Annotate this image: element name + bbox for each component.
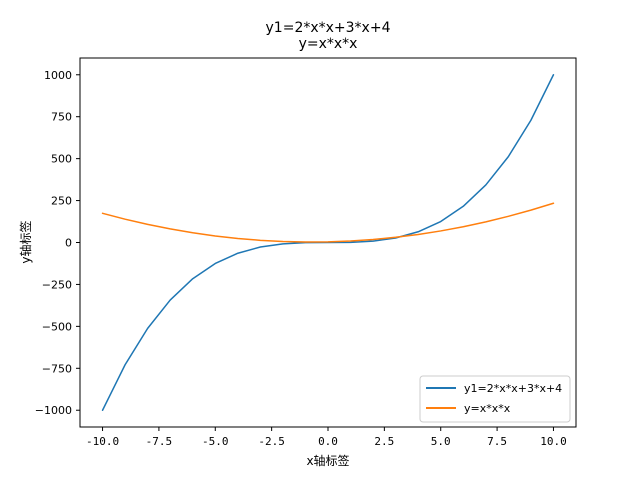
y-tick-label: −1000 (35, 404, 72, 417)
chart-title-line2: y=x*x*x (299, 36, 358, 52)
x-tick-label: 5.0 (431, 435, 451, 448)
chart-title-line1: y1=2*x*x+3*x+4 (266, 20, 391, 36)
y-axis-ticks: −1000 −750 −500 −250 0 250 500 750 1000 (35, 69, 80, 417)
y-tick-label: 750 (51, 111, 72, 124)
y-tick-label: −750 (42, 362, 72, 375)
y-tick-label: −250 (42, 278, 72, 291)
x-axis-label: x轴标签 (306, 453, 349, 468)
x-tick-label: 0.0 (318, 435, 338, 448)
y-tick-label: 1000 (44, 69, 72, 82)
x-axis-ticks: -10.0 -7.5 -5.0 -2.5 0.0 2.5 5.0 7.5 10.0 (86, 427, 567, 448)
x-tick-label: 2.5 (374, 435, 394, 448)
x-tick-label: -2.5 (258, 435, 285, 448)
y-tick-label: −500 (42, 320, 72, 333)
plot-frame (79, 57, 577, 428)
legend-label-series-2: y=x*x*x (464, 402, 511, 415)
x-tick-label: -5.0 (202, 435, 229, 448)
x-tick-label: 7.5 (487, 435, 507, 448)
y-axis-label: y轴标签 (18, 220, 33, 263)
plot-lines (101, 74, 555, 411)
legend-label-series-1: y1=2*x*x+3*x+4 (464, 382, 562, 395)
x-tick-label: -10.0 (86, 435, 119, 448)
y-tick-label: 0 (65, 237, 72, 250)
legend: y1=2*x*x+3*x+4 y=x*x*x (419, 375, 571, 423)
x-tick-label: 10.0 (540, 435, 567, 448)
y-tick-label: 500 (51, 153, 72, 166)
legend-box (419, 375, 571, 423)
y-tick-label: 250 (51, 195, 72, 208)
x-tick-label: -7.5 (146, 435, 173, 448)
series-line-2 (101, 202, 555, 243)
